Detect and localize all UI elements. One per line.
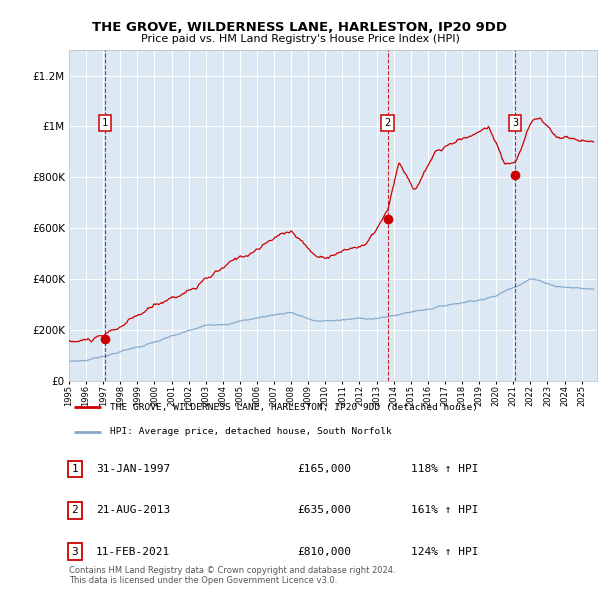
Text: £165,000: £165,000	[297, 464, 351, 474]
Text: 118% ↑ HPI: 118% ↑ HPI	[411, 464, 479, 474]
Text: HPI: Average price, detached house, South Norfolk: HPI: Average price, detached house, Sout…	[110, 427, 392, 436]
Text: 124% ↑ HPI: 124% ↑ HPI	[411, 547, 479, 556]
Text: 1: 1	[71, 464, 79, 474]
Text: 1: 1	[101, 118, 107, 128]
Text: £635,000: £635,000	[297, 506, 351, 515]
Text: £810,000: £810,000	[297, 547, 351, 556]
Text: THE GROVE, WILDERNESS LANE, HARLESTON, IP20 9DD (detached house): THE GROVE, WILDERNESS LANE, HARLESTON, I…	[110, 403, 478, 412]
Text: Price paid vs. HM Land Registry's House Price Index (HPI): Price paid vs. HM Land Registry's House …	[140, 34, 460, 44]
Text: 31-JAN-1997: 31-JAN-1997	[96, 464, 170, 474]
Text: 2: 2	[385, 118, 391, 128]
Text: Contains HM Land Registry data © Crown copyright and database right 2024.
This d: Contains HM Land Registry data © Crown c…	[69, 566, 395, 585]
Text: 2: 2	[71, 506, 79, 515]
Text: 11-FEB-2021: 11-FEB-2021	[96, 547, 170, 556]
Text: 3: 3	[71, 547, 79, 556]
Text: 21-AUG-2013: 21-AUG-2013	[96, 506, 170, 515]
Text: 161% ↑ HPI: 161% ↑ HPI	[411, 506, 479, 515]
Text: THE GROVE, WILDERNESS LANE, HARLESTON, IP20 9DD: THE GROVE, WILDERNESS LANE, HARLESTON, I…	[92, 21, 508, 34]
Text: 3: 3	[512, 118, 518, 128]
